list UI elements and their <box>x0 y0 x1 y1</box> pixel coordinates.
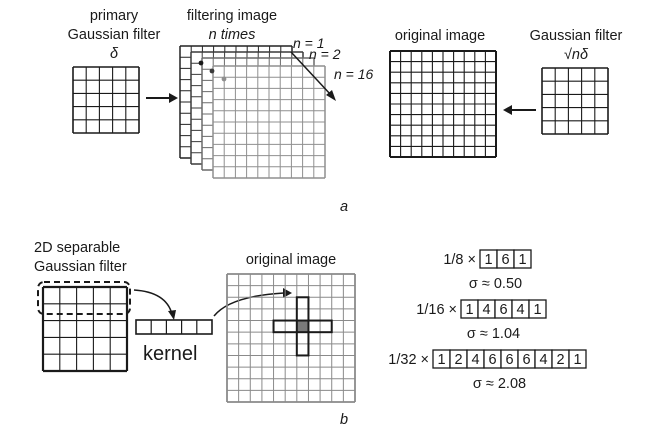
separable-label-line1: 2D separable <box>34 240 120 256</box>
panel-a: primary Gaussian filter δ filtering imag… <box>68 8 623 215</box>
kernel-weight: 6 <box>488 352 496 368</box>
separable-label-line2: Gaussian filter <box>34 259 127 275</box>
kernel-prefix: 1/16 × <box>416 302 457 318</box>
kernel-strip <box>135 319 213 335</box>
kernel-weight: 4 <box>539 352 547 368</box>
kernel-weight: 2 <box>454 352 462 368</box>
gaussian-filter-label: Gaussian filter <box>530 28 623 44</box>
sqrt-n-delta-symbol: √nδ <box>564 47 589 63</box>
horizontal-kernel-outline <box>272 319 333 334</box>
separable-filter-grid <box>41 285 129 373</box>
kernel-weight: 2 <box>556 352 564 368</box>
kernel-weight-cell <box>528 299 547 319</box>
kernel-weight: 1 <box>465 302 473 318</box>
kernel-weight-cell <box>568 349 587 369</box>
original-image-label-b: original image <box>246 252 336 268</box>
filtering-label-line2: n times <box>209 27 256 43</box>
gaussian-filter-grid <box>541 67 609 135</box>
kernel-examples: 1/8 × 1 6 1σ ≈ 0.501/16 × 1 4 6 4 1σ ≈ 1.041/32 … <box>388 249 587 392</box>
kernel-weight: 4 <box>482 302 490 318</box>
kernel-prefix: 1/8 × <box>443 252 476 268</box>
pixel-dot <box>198 60 204 66</box>
panel-b: 2D separable Gaussian filter kernel orig… <box>34 240 587 428</box>
kernel-prefix: 1/32 × <box>388 352 429 368</box>
kernel-weight: 1 <box>533 302 541 318</box>
arrow-kernel-to-image <box>213 292 285 317</box>
kernel-weight: 1 <box>518 252 526 268</box>
kernel-weight: 4 <box>471 352 479 368</box>
kernel-sigma: σ ≈ 2.08 <box>473 376 526 392</box>
n-label-1: n = 1 <box>293 35 325 51</box>
kernel-sigma: σ ≈ 1.04 <box>467 326 520 342</box>
center-pixel <box>296 320 309 333</box>
diagonal-arrow <box>290 51 336 101</box>
filtered-image-stack <box>179 45 326 179</box>
kernel-weight: 6 <box>522 352 530 368</box>
primary-label-line1: primary <box>90 8 139 24</box>
pixel-dot <box>221 76 227 82</box>
kernel-weight: 1 <box>484 252 492 268</box>
arrow-row-to-kernel-head <box>168 310 176 320</box>
arrow-primary-to-stack <box>146 93 178 103</box>
n-label-16: n = 16 <box>334 66 374 82</box>
arrow-gaussian-to-original <box>503 105 536 115</box>
kernel-example-2: 1/16 × 1 4 6 4 1σ ≈ 1.04 <box>416 299 547 342</box>
vertical-kernel-outline <box>295 296 310 357</box>
kernel-weight: 6 <box>501 252 509 268</box>
primary-label-line2: Gaussian filter <box>68 27 161 43</box>
kernel-weight: 4 <box>516 302 524 318</box>
kernel-weight: 1 <box>573 352 581 368</box>
kernel-weight-cell <box>513 249 532 269</box>
kernel-weight: 6 <box>505 352 513 368</box>
stack-layer-4 <box>212 65 326 179</box>
n-label-2: n = 2 <box>309 46 341 62</box>
arrow-kernel-to-image-head <box>283 288 292 298</box>
pixel-dot <box>209 68 215 74</box>
panel-a-label: a <box>340 199 348 215</box>
filtering-label-line1: filtering image <box>187 8 277 24</box>
kernel-outline <box>135 319 213 335</box>
kernel-example-1: 1/8 × 1 6 1 σ ≈ 0.50 <box>443 249 532 292</box>
primary-filter-grid <box>72 66 140 134</box>
kernel-weight: 1 <box>437 352 445 368</box>
kernel-label: kernel <box>143 343 197 365</box>
original-image-label: original image <box>395 28 485 44</box>
kernel-weight: 6 <box>499 302 507 318</box>
original-image-grid <box>389 50 497 158</box>
kernel-example-3: 1/32 × 1 2 4 6 6 6 4 2 1σ ≈ 2.08 <box>388 349 587 392</box>
panel-b-label: b <box>340 412 348 428</box>
kernel-sigma: σ ≈ 0.50 <box>469 276 522 292</box>
dashed-row-highlight <box>37 281 131 315</box>
original-image-grid-b <box>226 273 356 403</box>
delta-symbol: δ <box>110 46 119 62</box>
arrow-row-to-kernel <box>133 289 173 315</box>
